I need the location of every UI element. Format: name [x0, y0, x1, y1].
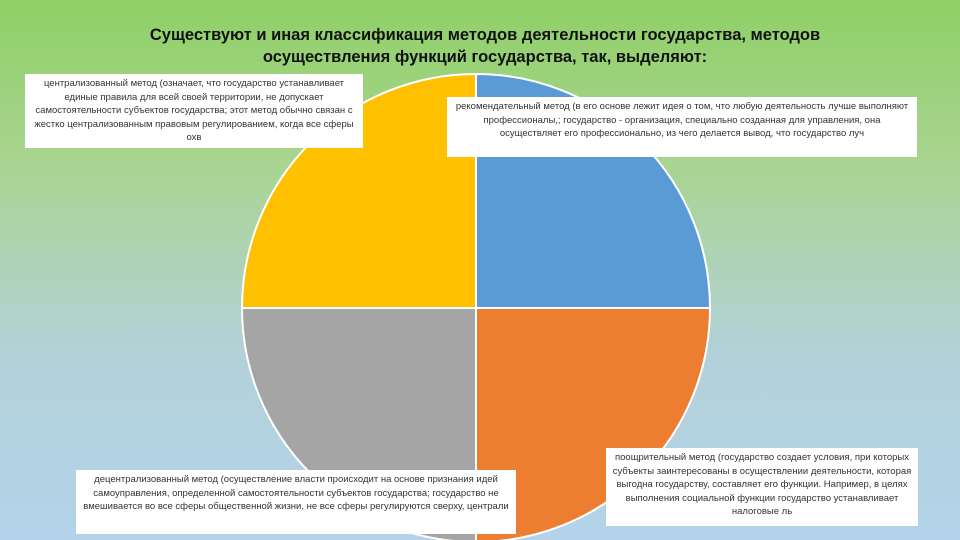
encouraging-method-box: поощрительный метод (государство создает…	[606, 448, 918, 526]
slide-title: Существуют и иная классификация методов …	[70, 24, 900, 68]
title-line-2: осуществления функций государства, так, …	[262, 48, 708, 66]
decentralized-method-box: децентрализованный метод (осуществление …	[76, 470, 516, 534]
title-line-1: Существуют и иная классификация методов …	[149, 26, 821, 44]
centralized-method-box: централизованный метод (означает, что го…	[25, 74, 363, 148]
recommendation-method-box: рекомендательный метод (в его основе леж…	[447, 97, 917, 157]
